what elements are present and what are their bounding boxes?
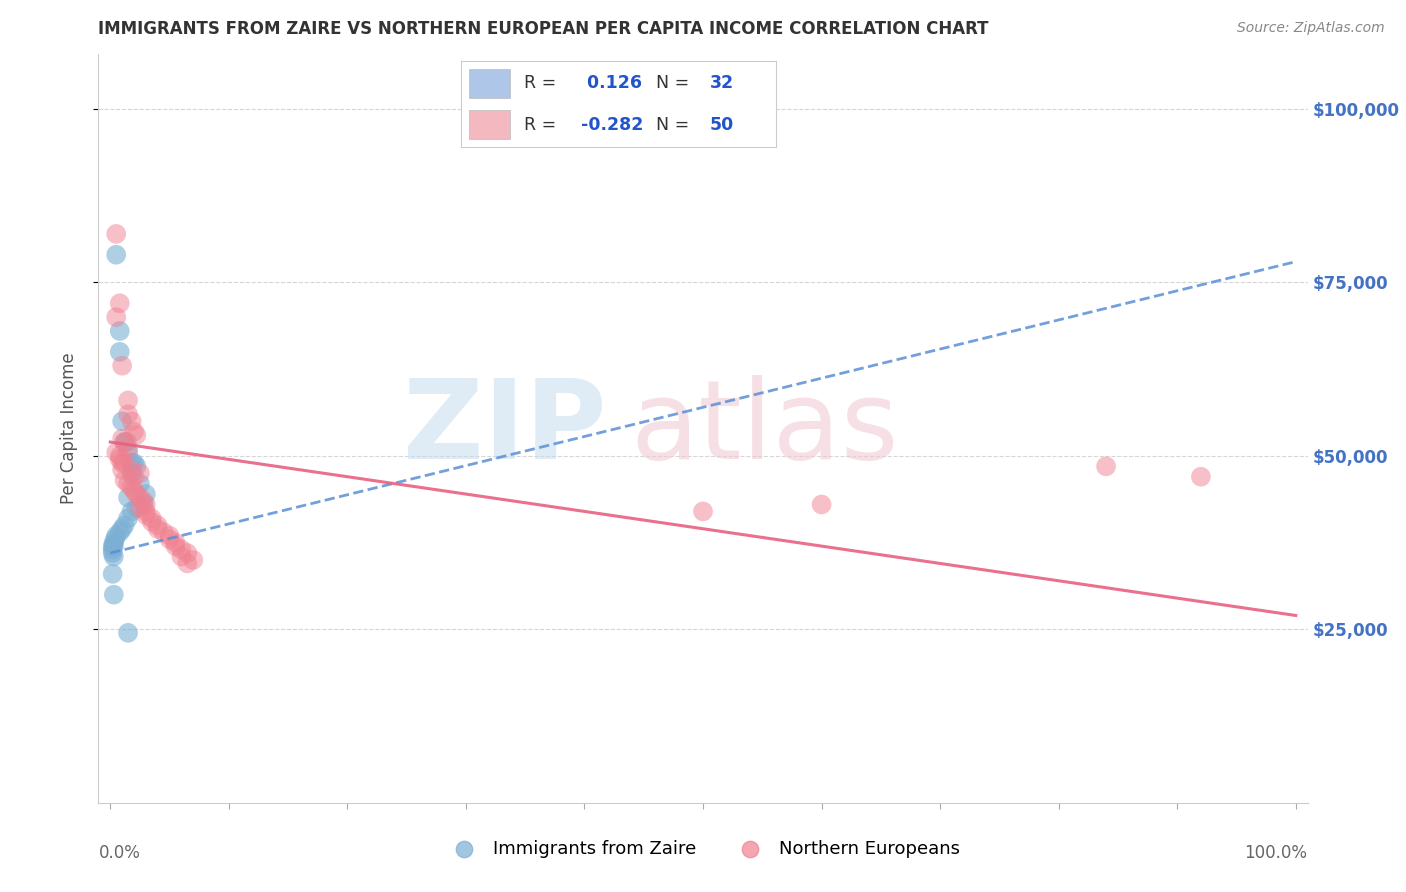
Point <box>101 539 124 553</box>
Point <box>105 310 128 325</box>
Point <box>165 535 187 549</box>
Point <box>135 508 157 522</box>
Point <box>105 529 128 543</box>
Point <box>103 588 125 602</box>
Point <box>121 467 143 481</box>
Point <box>122 483 145 498</box>
Point <box>114 518 136 533</box>
Point <box>101 566 124 581</box>
Point <box>181 553 204 567</box>
Point <box>176 546 198 560</box>
Point <box>159 529 181 543</box>
Point <box>117 476 139 491</box>
Point <box>111 432 134 446</box>
Point <box>111 359 134 373</box>
Point <box>121 504 143 518</box>
Text: 0.0%: 0.0% <box>98 844 141 862</box>
Point <box>135 487 157 501</box>
Point <box>117 511 139 525</box>
Point <box>105 227 128 241</box>
Point <box>129 491 152 505</box>
Point <box>108 324 131 338</box>
Point <box>117 407 139 421</box>
Point <box>170 549 193 564</box>
Text: Source: ZipAtlas.com: Source: ZipAtlas.com <box>1237 21 1385 35</box>
Point <box>114 435 136 450</box>
Point <box>101 546 124 560</box>
Point <box>132 494 155 508</box>
Text: ZIP: ZIP <box>404 375 606 482</box>
Point <box>129 476 152 491</box>
Point <box>159 532 181 546</box>
Point <box>111 414 134 428</box>
Point <box>129 500 152 515</box>
Point <box>105 445 128 459</box>
Point <box>115 435 138 450</box>
Point <box>114 456 136 470</box>
Point <box>125 500 148 515</box>
Point <box>108 296 131 310</box>
Point <box>1189 469 1212 483</box>
Point <box>108 344 131 359</box>
Point <box>111 456 134 470</box>
Point <box>114 435 136 450</box>
Point <box>111 463 134 477</box>
Point <box>135 498 157 512</box>
Point <box>146 518 169 533</box>
Point <box>170 542 193 557</box>
Point <box>141 511 163 525</box>
Point <box>122 425 145 439</box>
Point <box>114 473 136 487</box>
Point <box>108 525 131 540</box>
Point <box>101 542 124 557</box>
Point <box>125 487 148 501</box>
Point <box>117 625 139 640</box>
Point <box>121 414 143 428</box>
Point <box>146 522 169 536</box>
Point <box>176 557 198 571</box>
Point <box>111 522 134 536</box>
Point <box>810 498 832 512</box>
Point <box>141 515 163 529</box>
Point <box>165 539 187 553</box>
Point <box>122 456 145 470</box>
Point <box>132 498 155 512</box>
Point <box>125 459 148 474</box>
Point <box>108 452 131 467</box>
Point <box>129 467 152 481</box>
Point <box>108 449 131 463</box>
Point <box>105 248 128 262</box>
Point <box>135 504 157 518</box>
Legend: Immigrants from Zaire, Northern Europeans: Immigrants from Zaire, Northern European… <box>439 832 967 865</box>
Point <box>117 393 139 408</box>
Point <box>104 532 127 546</box>
Point <box>122 469 145 483</box>
Point <box>121 480 143 494</box>
Text: 100.0%: 100.0% <box>1244 844 1308 862</box>
Point <box>692 504 714 518</box>
Point <box>117 442 139 456</box>
Y-axis label: Per Capita Income: Per Capita Income <box>59 352 77 504</box>
Point <box>125 428 148 442</box>
Text: IMMIGRANTS FROM ZAIRE VS NORTHERN EUROPEAN PER CAPITA INCOME CORRELATION CHART: IMMIGRANTS FROM ZAIRE VS NORTHERN EUROPE… <box>98 21 988 38</box>
Point <box>117 491 139 505</box>
Point <box>121 456 143 470</box>
Point <box>103 549 125 564</box>
Point <box>103 535 125 549</box>
Point <box>1095 459 1118 474</box>
Point <box>121 463 143 477</box>
Text: atlas: atlas <box>630 375 898 482</box>
Point <box>117 445 139 459</box>
Point <box>103 539 125 553</box>
Point <box>152 525 174 540</box>
